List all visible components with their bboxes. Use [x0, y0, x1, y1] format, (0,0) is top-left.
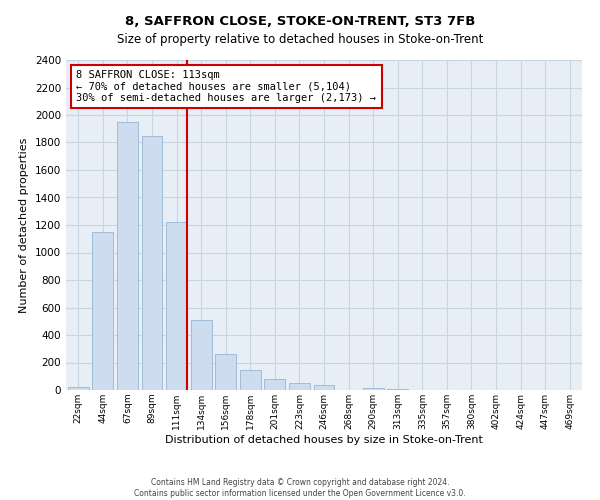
Text: 8 SAFFRON CLOSE: 113sqm
← 70% of detached houses are smaller (5,104)
30% of semi: 8 SAFFRON CLOSE: 113sqm ← 70% of detache…: [76, 70, 376, 103]
Y-axis label: Number of detached properties: Number of detached properties: [19, 138, 29, 312]
Bar: [362, 388, 383, 390]
Bar: [314, 385, 334, 390]
Text: Size of property relative to detached houses in Stoke-on-Trent: Size of property relative to detached ho…: [117, 32, 483, 46]
Bar: [289, 383, 310, 390]
Bar: [191, 320, 212, 390]
Bar: [265, 379, 286, 390]
Bar: [68, 386, 89, 390]
Text: Contains HM Land Registry data © Crown copyright and database right 2024.
Contai: Contains HM Land Registry data © Crown c…: [134, 478, 466, 498]
Bar: [240, 370, 261, 390]
Bar: [117, 122, 138, 390]
Bar: [166, 222, 187, 390]
Bar: [92, 232, 113, 390]
Bar: [215, 354, 236, 390]
Bar: [142, 136, 163, 390]
Text: 8, SAFFRON CLOSE, STOKE-ON-TRENT, ST3 7FB: 8, SAFFRON CLOSE, STOKE-ON-TRENT, ST3 7F…: [125, 15, 475, 28]
X-axis label: Distribution of detached houses by size in Stoke-on-Trent: Distribution of detached houses by size …: [165, 434, 483, 444]
